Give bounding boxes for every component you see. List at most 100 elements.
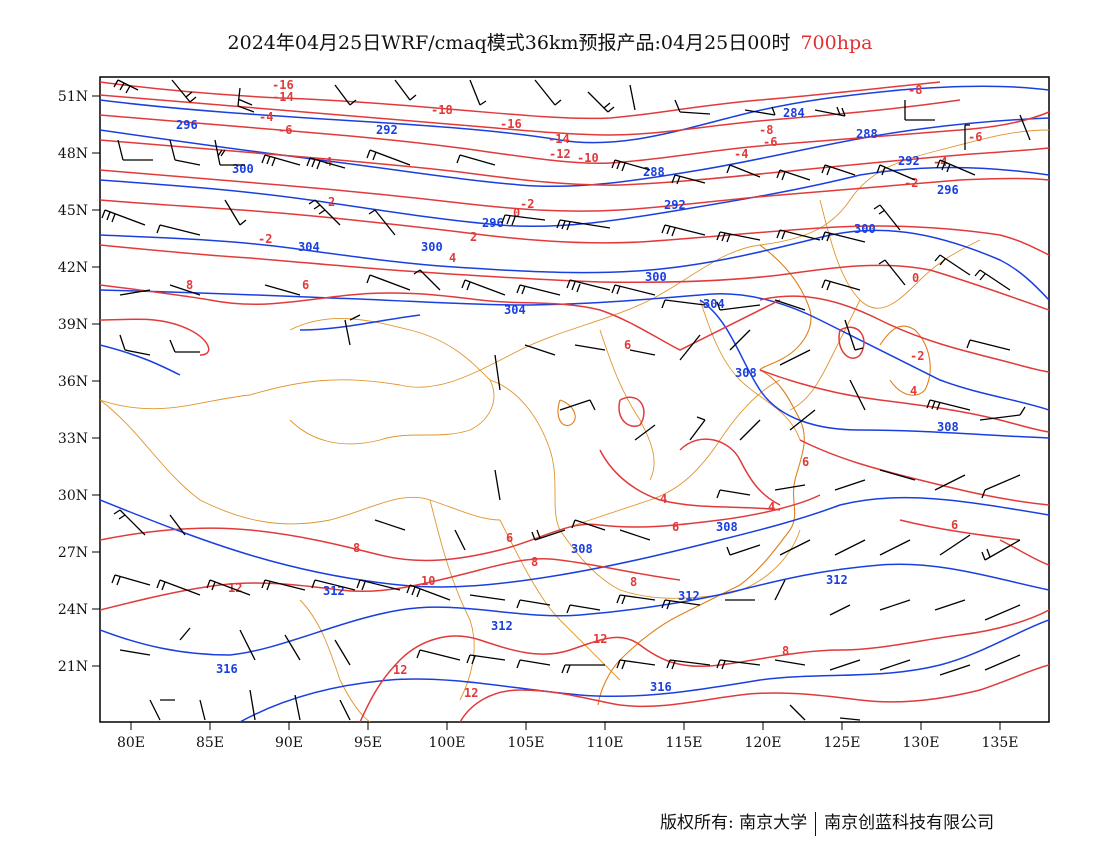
temp-label: -8 — [908, 83, 922, 97]
wind-barb — [559, 399, 596, 411]
wind-barb — [873, 204, 901, 231]
credit-left: 版权所有: 南京大学 — [660, 813, 808, 833]
height-label: 288 — [643, 165, 665, 179]
wind-barb — [501, 214, 546, 226]
wind-barb — [634, 424, 656, 441]
boundary-line — [299, 599, 371, 722]
lon-label: 135E — [982, 735, 1019, 751]
wind-barb — [571, 519, 606, 531]
temp-label: 6 — [624, 338, 631, 352]
lat-label: 45N — [58, 203, 88, 219]
height-label: 292 — [898, 154, 920, 168]
temp-label: -16 — [500, 117, 522, 131]
temp-contour — [100, 557, 681, 611]
temp-label: 2 — [470, 230, 477, 244]
wind-barb — [829, 659, 861, 671]
wind-barb — [156, 579, 201, 596]
wind-barb — [454, 529, 466, 551]
pressure-level: 700hpa — [800, 32, 873, 54]
temp-label: 6 — [302, 278, 309, 292]
wind-barb — [726, 164, 761, 178]
boundary-line — [599, 329, 655, 481]
temp-label: 12 — [393, 663, 407, 677]
wind-barb — [311, 579, 356, 591]
lat-label: 51N — [58, 89, 88, 105]
wind-barb — [566, 604, 601, 614]
temp-contour — [100, 284, 781, 351]
lat-label: 21N — [58, 659, 88, 675]
boundary-line — [559, 379, 781, 531]
wind-barb — [356, 579, 401, 591]
temp-contour — [679, 369, 1049, 506]
wind-barb — [469, 79, 487, 106]
height-contour — [100, 563, 1049, 656]
wind-barb — [616, 659, 656, 670]
wind-barb — [904, 100, 935, 121]
wind-barb — [117, 139, 153, 161]
temp-label: -18 — [431, 103, 453, 117]
wind-barb — [101, 209, 146, 226]
temp-contour — [100, 81, 941, 120]
wind-barb — [516, 599, 551, 609]
wind-barb — [619, 529, 651, 541]
wind-barb — [979, 406, 1026, 421]
temp-label: 8 — [186, 278, 193, 292]
height-label: 316 — [650, 680, 672, 694]
lat-label: 30N — [58, 488, 88, 504]
temp-label: -4 — [259, 110, 273, 124]
map-title: 2024年04月25日WRF/cmaq模式36km预报产品:04月25日00时 7… — [0, 28, 1100, 55]
wind-barb — [936, 159, 976, 176]
temp-contour — [100, 94, 961, 136]
title-text: 2024年04月25日WRF/cmaq模式36km预报产品:04月25日00时 — [227, 32, 791, 54]
temp-label: 6 — [951, 518, 958, 532]
temp-label: -2 — [910, 349, 924, 363]
height-label: 308 — [937, 420, 959, 434]
boundary-line — [100, 399, 501, 525]
wind-barb — [876, 164, 916, 181]
wind-barb — [849, 379, 866, 411]
lat-label: 24N — [58, 602, 88, 618]
wind-barb — [366, 274, 411, 291]
boundary-line — [789, 299, 861, 411]
wind-barb — [661, 224, 706, 237]
wind-barb — [629, 84, 636, 111]
wind-barb — [779, 539, 811, 556]
temp-label: 8 — [782, 644, 789, 658]
temp-label: -14 — [548, 132, 570, 146]
wind-barb — [789, 409, 816, 431]
wind-barb — [821, 279, 861, 291]
wind-barb — [934, 599, 966, 611]
wind-barb — [934, 254, 971, 276]
temp-label: -6 — [278, 123, 292, 137]
temp-label: 0 — [912, 271, 919, 285]
wind-barb — [611, 159, 651, 172]
wind-barb — [716, 231, 761, 243]
height-label: 296 — [176, 118, 198, 132]
wind-barb — [308, 199, 341, 226]
wind-barb — [239, 629, 256, 661]
wind-barb — [237, 87, 255, 113]
wind-barb — [524, 344, 556, 356]
temp-label: -14 — [272, 90, 294, 104]
wind-barb — [113, 509, 146, 536]
wind-barb — [531, 529, 566, 541]
height-label: 304 — [703, 297, 725, 311]
temp-label: 6 — [506, 531, 513, 545]
wind-barb — [261, 579, 306, 591]
height-label: 284 — [783, 106, 805, 120]
wind-barb — [179, 627, 191, 641]
height-label: 308 — [571, 542, 593, 556]
temp-contour — [100, 111, 1049, 165]
wind-barb — [629, 349, 656, 356]
wind-barb — [413, 269, 441, 291]
height-label: 308 — [716, 520, 738, 534]
wind-barb — [516, 659, 551, 669]
coast-line — [759, 244, 812, 371]
coastline — [557, 244, 931, 706]
wind-barbs — [101, 79, 1031, 721]
wind-barb — [839, 717, 861, 721]
wind-barb — [739, 419, 761, 441]
lon-label: 80E — [117, 735, 145, 751]
boundary-line — [289, 318, 495, 445]
